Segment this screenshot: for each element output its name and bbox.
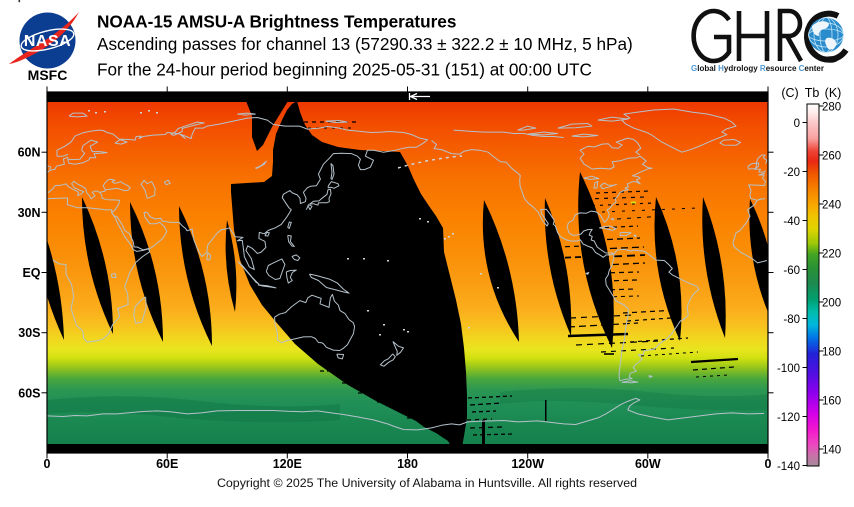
svg-text:260: 260 xyxy=(822,151,841,163)
svg-text:-140: -140 xyxy=(777,461,800,473)
svg-text:180: 180 xyxy=(397,457,418,471)
svg-text:60N: 60N xyxy=(18,146,41,160)
svg-text:Global Hydrology Resource Cent: Global Hydrology Resource Center xyxy=(691,64,824,73)
svg-text:0: 0 xyxy=(44,457,51,471)
svg-text:180: 180 xyxy=(822,347,841,359)
svg-text:(C): (C) xyxy=(781,86,798,100)
svg-text:0: 0 xyxy=(794,118,800,130)
svg-text:240: 240 xyxy=(822,200,841,212)
svg-text:-120: -120 xyxy=(777,412,800,424)
svg-text:Tb: Tb xyxy=(805,86,820,100)
svg-text:60E: 60E xyxy=(156,457,178,471)
svg-text:60S: 60S xyxy=(18,386,40,400)
svg-text:60W: 60W xyxy=(635,457,661,471)
svg-text:-80: -80 xyxy=(783,314,800,326)
svg-text:280: 280 xyxy=(822,102,841,114)
svg-text:NOAA-15 AMSU-A Brightness Temp: NOAA-15 AMSU-A Brightness Temperatures xyxy=(97,12,456,32)
svg-text:-40: -40 xyxy=(783,216,800,228)
svg-text:200: 200 xyxy=(822,298,841,310)
svg-text:120E: 120E xyxy=(273,457,302,471)
svg-text:160: 160 xyxy=(822,396,841,408)
svg-text:For the 24-hour period beginni: For the 24-hour period beginning 2025-05… xyxy=(97,60,592,80)
svg-text:-100: -100 xyxy=(777,363,800,375)
svg-text:Copyright © 2025 The Universit: Copyright © 2025 The University of Alaba… xyxy=(217,476,637,490)
svg-text:EQ: EQ xyxy=(22,266,40,280)
svg-text:-20: -20 xyxy=(783,167,800,179)
svg-text:220: 220 xyxy=(822,249,841,261)
svg-text:-60: -60 xyxy=(783,265,800,277)
svg-text:30N: 30N xyxy=(18,206,41,220)
svg-text:(K): (K) xyxy=(825,86,842,100)
svg-text:0: 0 xyxy=(765,457,772,471)
svg-text:NASA: NASA xyxy=(24,33,71,50)
svg-text:120W: 120W xyxy=(511,457,544,471)
svg-text:MSFC: MSFC xyxy=(28,67,68,83)
svg-text:Ascending passes for channel 1: Ascending passes for channel 13 (57290.3… xyxy=(97,34,633,54)
svg-text:140: 140 xyxy=(822,445,841,457)
svg-text:30S: 30S xyxy=(18,326,40,340)
